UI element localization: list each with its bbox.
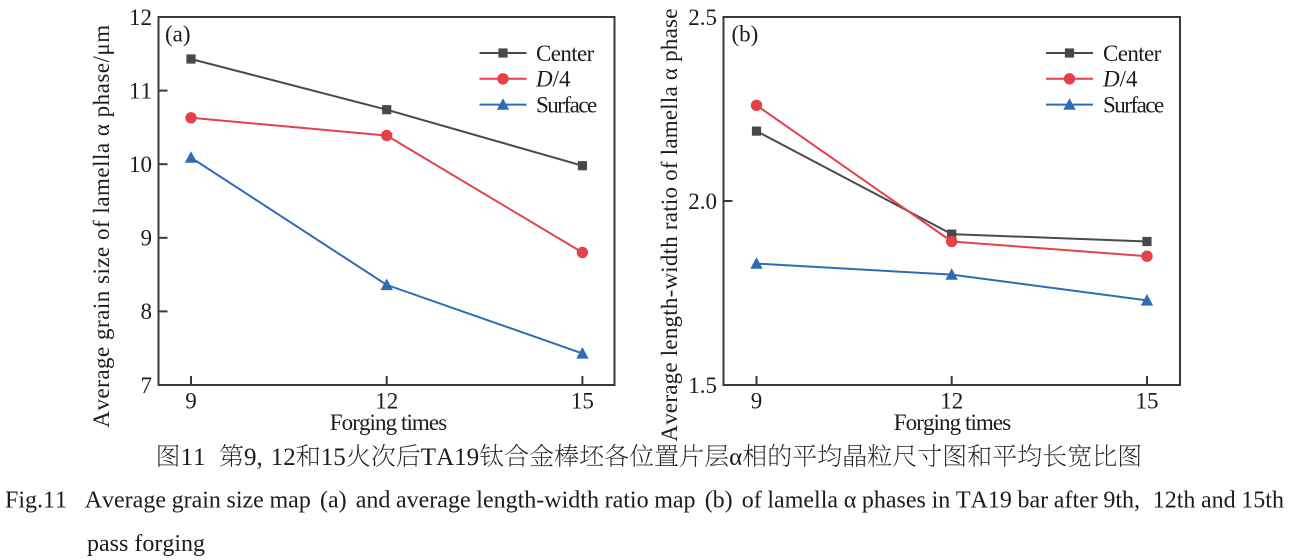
svg-text:and: and bbox=[356, 487, 391, 513]
svg-text:D/4: D/4 bbox=[535, 67, 571, 92]
svg-text:Surface: Surface bbox=[1103, 92, 1164, 117]
svg-text:8: 8 bbox=[141, 299, 153, 324]
svg-text:map: map bbox=[654, 487, 695, 513]
svg-text:after: after bbox=[1054, 487, 1098, 513]
svg-text:9: 9 bbox=[751, 389, 763, 414]
svg-text:1.5: 1.5 bbox=[688, 373, 717, 398]
svg-text:15th: 15th bbox=[1241, 487, 1284, 513]
svg-text:(a): (a) bbox=[320, 487, 347, 513]
svg-text:and: and bbox=[1201, 487, 1236, 513]
svg-text:12: 12 bbox=[375, 389, 398, 414]
svg-text:average: average bbox=[396, 487, 471, 513]
svg-text:Average length-width ratio of: Average length-width ratio of lamella α … bbox=[657, 8, 682, 441]
svg-text:lamella: lamella bbox=[767, 487, 838, 513]
svg-text:phases: phases bbox=[862, 487, 926, 513]
svg-text:Fig.11: Fig.11 bbox=[5, 487, 67, 513]
svg-text:α: α bbox=[729, 444, 742, 471]
svg-text:(b): (b) bbox=[732, 22, 759, 47]
svg-text:15: 15 bbox=[321, 444, 346, 471]
svg-text:size: size bbox=[227, 487, 264, 513]
svg-text:Center: Center bbox=[536, 41, 595, 66]
svg-text:Average: Average bbox=[85, 487, 166, 513]
svg-text:7: 7 bbox=[141, 373, 153, 398]
svg-text:Forging times: Forging times bbox=[330, 410, 447, 435]
svg-text:of: of bbox=[742, 487, 762, 513]
svg-text:12: 12 bbox=[129, 5, 152, 30]
svg-text:12th: 12th bbox=[1153, 487, 1196, 513]
svg-text:10: 10 bbox=[129, 152, 152, 177]
svg-text:in: in bbox=[932, 487, 951, 513]
svg-text:ratio: ratio bbox=[605, 487, 649, 513]
svg-text:grain: grain bbox=[172, 487, 221, 513]
svg-text:2.0: 2.0 bbox=[688, 189, 717, 214]
svg-text:bar: bar bbox=[1018, 487, 1049, 513]
svg-text:D/4: D/4 bbox=[1102, 67, 1138, 92]
svg-text:9: 9 bbox=[185, 389, 197, 414]
svg-text:map: map bbox=[270, 487, 311, 513]
svg-text:9th,: 9th, bbox=[1103, 487, 1140, 513]
svg-text:(b): (b) bbox=[705, 487, 733, 513]
svg-text:15: 15 bbox=[1136, 389, 1159, 414]
svg-text:Surface: Surface bbox=[536, 92, 597, 117]
svg-text:(a): (a) bbox=[165, 22, 191, 47]
svg-text:12: 12 bbox=[271, 444, 296, 471]
svg-text:TA19: TA19 bbox=[956, 487, 1012, 513]
svg-text:Center: Center bbox=[1103, 41, 1162, 66]
svg-text:pass forging: pass forging bbox=[87, 531, 205, 557]
svg-text:12: 12 bbox=[940, 389, 963, 414]
svg-text:2.5: 2.5 bbox=[688, 5, 717, 30]
svg-text:11: 11 bbox=[181, 444, 206, 471]
svg-text:α: α bbox=[844, 487, 857, 513]
svg-text:11: 11 bbox=[129, 78, 152, 103]
svg-text:15: 15 bbox=[571, 389, 594, 414]
svg-text:9: 9 bbox=[141, 226, 153, 251]
svg-text:Average grain size of lamella: Average grain size of lamella α phase/μm bbox=[89, 24, 114, 427]
svg-text:TA19: TA19 bbox=[421, 444, 479, 471]
svg-text:,: , bbox=[257, 444, 263, 471]
svg-text:length-width: length-width bbox=[476, 487, 599, 513]
svg-text:9: 9 bbox=[244, 444, 257, 471]
svg-text:Forging times: Forging times bbox=[894, 410, 1011, 435]
